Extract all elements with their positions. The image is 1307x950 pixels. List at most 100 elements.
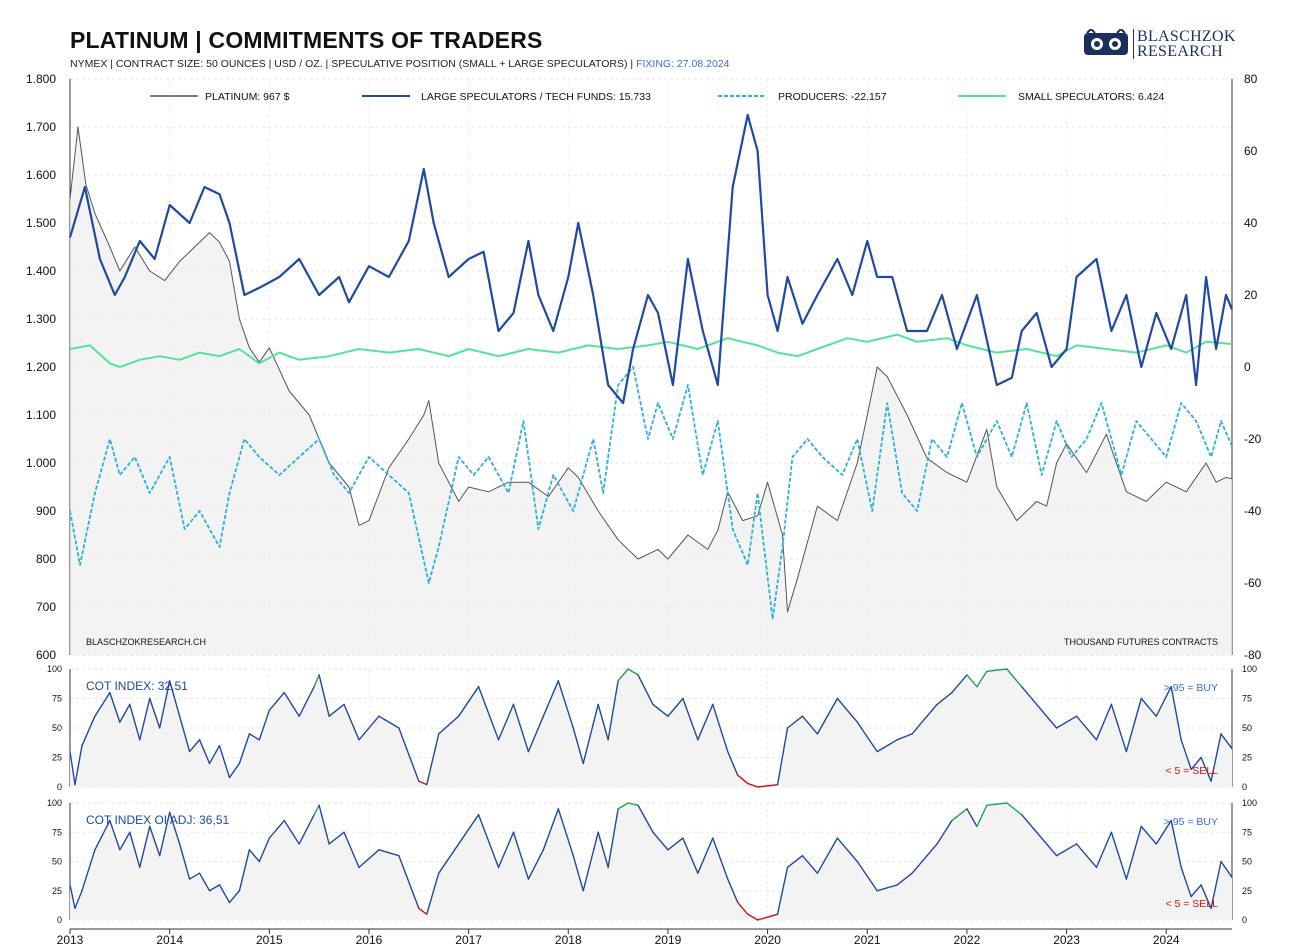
cot-line-segment xyxy=(816,697,839,735)
cot-line-segment xyxy=(1220,860,1233,878)
cot-line-segment xyxy=(712,703,729,753)
cot-line-segment xyxy=(582,831,599,892)
x-tick-label: 2021 xyxy=(854,933,881,947)
cot-line-segment xyxy=(198,872,211,892)
cot-line-segment xyxy=(477,814,500,869)
cot-line-segment xyxy=(542,808,560,851)
chart-subtitle: NYMEX | CONTRACT SIZE: 50 OUNCES | USD /… xyxy=(70,58,729,70)
cot-line-segment xyxy=(727,750,739,776)
y-right-tick-label: 80 xyxy=(1244,72,1258,86)
y-left-tick-label: 0 xyxy=(57,915,62,925)
legend-label: PLATINUM: 967 $ xyxy=(205,91,290,103)
cot-line-segment xyxy=(936,691,953,706)
cot-line-segment xyxy=(158,680,171,729)
cot-line-segment xyxy=(966,674,978,688)
cot-line-segment xyxy=(712,837,729,880)
cot-line-segment xyxy=(426,733,440,786)
cot-line-segment xyxy=(188,739,201,753)
cot-line-segment xyxy=(986,802,1008,807)
cot-line-segment xyxy=(876,884,898,892)
legend-label: SMALL SPECULATORS: 6.424 xyxy=(1018,91,1164,103)
x-tick-label: 2023 xyxy=(1053,933,1080,947)
cot-line-segment xyxy=(318,674,330,717)
y-right-tick-label: 25 xyxy=(1242,886,1252,896)
cot-line-segment xyxy=(527,715,545,753)
cot-index-label: COT INDEX: 32,51 xyxy=(86,679,188,693)
cot-line-segment xyxy=(218,884,231,904)
logo-line2: RESEARCH xyxy=(1137,43,1223,60)
cot-line-segment xyxy=(911,715,928,735)
cot-line-segment xyxy=(737,774,749,785)
cot-line-segment xyxy=(149,697,161,729)
cot-line-segment xyxy=(786,715,804,729)
cot-line-segment xyxy=(438,843,460,874)
cot-line-segment xyxy=(697,837,714,874)
cot-line-segment xyxy=(328,831,345,845)
cot-line-segment xyxy=(497,703,515,741)
y-right-tick-label: 50 xyxy=(1242,723,1252,733)
cot-line-segment xyxy=(607,680,619,741)
cot-line-segment xyxy=(149,825,161,857)
cot-line-segment xyxy=(1095,831,1113,869)
y-right-tick-label: 75 xyxy=(1242,827,1252,837)
cot-area xyxy=(70,669,1232,787)
cot-line-segment xyxy=(378,849,400,857)
y-left-tick-label: 25 xyxy=(52,753,62,763)
cot-line-segment xyxy=(1140,825,1157,845)
x-tick-label: 2015 xyxy=(256,933,283,947)
y-left-tick-label: 50 xyxy=(52,857,62,867)
cot-line-segment xyxy=(74,745,83,786)
sell-threshold-label: < 5 = SELL xyxy=(1165,898,1218,910)
cot-line-segment xyxy=(418,780,428,786)
cot-line-segment xyxy=(542,680,560,717)
cot-line-segment xyxy=(238,733,251,765)
cot-line-segment xyxy=(129,703,141,741)
y-right-tick-label: 40 xyxy=(1244,216,1258,230)
cot-index-label: COT INDEX OI ADJ: 36,51 xyxy=(86,813,229,827)
cot-line-segment xyxy=(109,691,121,723)
cot-line-segment xyxy=(856,860,878,892)
x-tick-label: 2024 xyxy=(1153,933,1180,947)
cot-line-segment xyxy=(69,750,76,786)
cot-line-segment xyxy=(836,697,858,723)
cot-line-segment xyxy=(1210,860,1222,909)
cot-line-segment xyxy=(228,890,241,904)
cot-line-segment xyxy=(418,907,428,915)
cot-line-segment xyxy=(1155,686,1172,717)
y-right-tick-label: 50 xyxy=(1242,857,1252,867)
cot-line-segment xyxy=(283,819,300,845)
cot-line-segment xyxy=(283,691,300,717)
cot-line-segment xyxy=(682,837,699,874)
cot-line-segment xyxy=(1210,733,1222,782)
cot-line-segment xyxy=(617,802,629,810)
buy-threshold-label: > 95 = BUY xyxy=(1164,682,1218,694)
legend-label: PRODUCERS: -22.157 xyxy=(778,91,887,103)
cot-line-segment xyxy=(572,727,584,765)
cot-line-segment xyxy=(426,872,440,915)
cot-line-segment xyxy=(1125,825,1143,880)
cot-line-segment xyxy=(94,691,111,717)
cot-line-segment xyxy=(358,849,380,869)
y-left-tick-label: 1.100 xyxy=(26,408,56,422)
cot-line-segment xyxy=(667,837,684,851)
cot-line-segment xyxy=(597,703,609,741)
cot-line-segment xyxy=(313,804,320,816)
y-left-tick-label: 1.200 xyxy=(26,360,56,374)
y-right-tick-label: -80 xyxy=(1244,648,1262,662)
cot-line-segment xyxy=(139,697,151,741)
subtitle-text: NYMEX | CONTRACT SIZE: 50 OUNCES | USD /… xyxy=(70,58,634,70)
cot-line-segment xyxy=(398,854,420,909)
cot-line-segment xyxy=(876,739,898,753)
cot-line-segment xyxy=(1075,843,1098,869)
y-right-tick-label: 100 xyxy=(1242,798,1257,808)
y-left-tick-label: 0 xyxy=(57,782,62,792)
x-axis: 2013 2014 2015 2016 2017 2018 2019 2020 2021 2022… xyxy=(57,928,1232,947)
y-left-tick-label: 1.700 xyxy=(26,120,56,134)
cot-line-segment xyxy=(74,890,83,909)
series-line-producers xyxy=(69,366,1233,620)
cot-line-segment xyxy=(358,715,380,741)
cot-line-segment xyxy=(168,811,181,845)
x-tick-label: 2017 xyxy=(455,933,482,947)
cot-line-segment xyxy=(896,872,913,886)
